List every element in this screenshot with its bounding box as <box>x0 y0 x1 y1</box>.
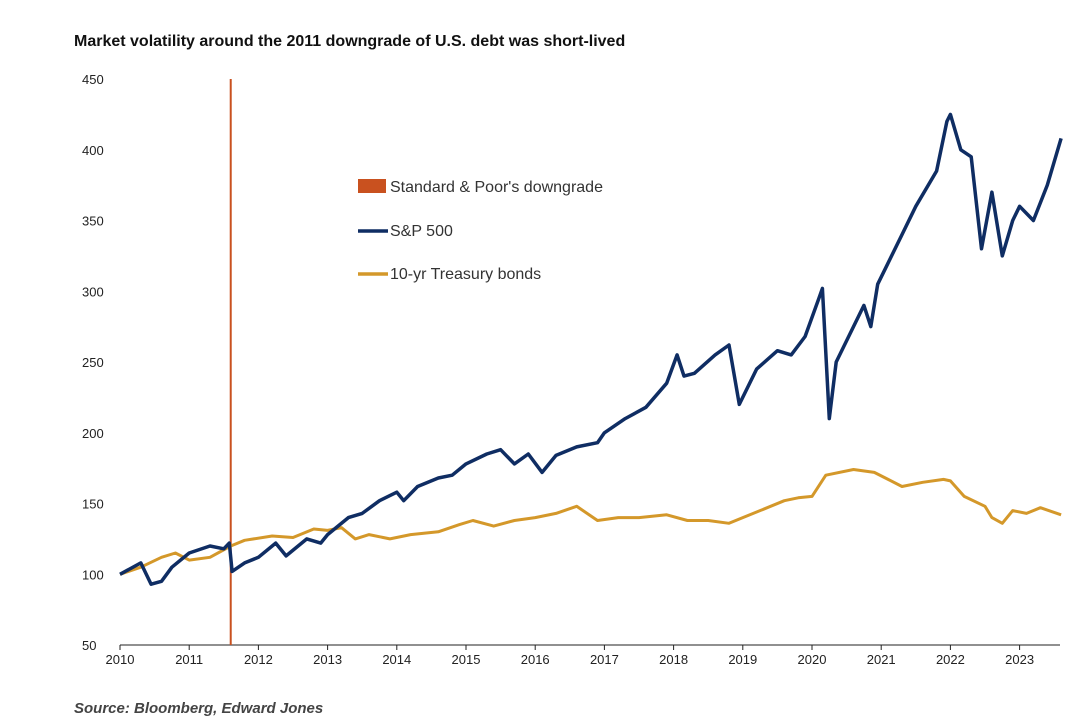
y-tick-label: 450 <box>82 72 104 87</box>
y-tick-label: 100 <box>82 567 104 582</box>
source-note: Source: Bloomberg, Edward Jones <box>74 700 324 717</box>
legend-swatch-downgrade <box>358 179 386 193</box>
y-tick-label: 300 <box>82 284 104 299</box>
series-line-10-yr-treasury-bonds <box>119 468 1062 576</box>
x-tick-label: 2011 <box>175 652 203 667</box>
legend-label-downgrade: Standard & Poor's downgrade <box>390 179 603 196</box>
x-tick-label: 2010 <box>106 652 135 667</box>
x-tick-label: 2022 <box>936 652 965 667</box>
legend-label-series: S&P 500 <box>390 223 453 240</box>
chart-title: Market volatility around the 2011 downgr… <box>74 33 626 50</box>
x-tick-label: 2015 <box>452 652 481 667</box>
x-tick-label: 2017 <box>590 652 619 667</box>
y-tick-label: 350 <box>82 214 104 229</box>
y-tick-label: 50 <box>82 638 96 653</box>
y-tick-label: 250 <box>82 355 104 370</box>
y-tick-label: 200 <box>82 426 104 441</box>
x-tick-label: 2023 <box>1005 652 1034 667</box>
x-tick-label: 2013 <box>313 652 342 667</box>
x-tick-label: 2018 <box>659 652 688 667</box>
y-tick-label: 150 <box>82 497 104 512</box>
x-tick-label: 2019 <box>728 652 757 667</box>
legend-label-series: 10-yr Treasury bonds <box>390 266 541 283</box>
x-tick-label: 2016 <box>521 652 550 667</box>
x-tick-label: 2020 <box>798 652 827 667</box>
series-line-s-p-500 <box>119 112 1063 586</box>
x-tick-label: 2021 <box>867 652 896 667</box>
x-tick-label: 2012 <box>244 652 273 667</box>
x-tick-label: 2014 <box>382 652 411 667</box>
y-tick-label: 400 <box>82 143 104 158</box>
